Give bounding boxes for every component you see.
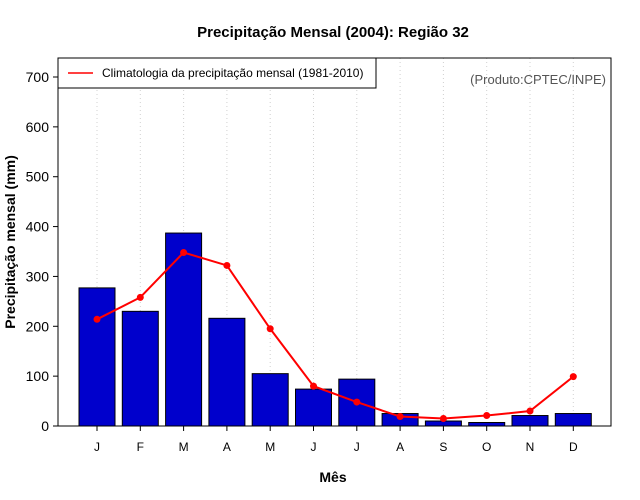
y-axis-label: Precipitação mensal (mm) [2,155,18,329]
bar-d-12 [554,413,592,427]
bar-f-2 [121,310,159,427]
legend: Climatologia da precipitação mensal (198… [57,57,377,89]
legend-box [57,57,377,89]
x-tick-label: F [137,440,144,454]
bar-j-1 [78,287,116,427]
climatology-point [310,382,317,390]
y-tick-label: 500 [26,169,50,185]
climatology-point [526,407,534,415]
climatology-point [483,412,491,420]
y-tick-label: 100 [26,368,50,384]
legend-entry-climatology: Climatologia da precipitação mensal (198… [102,66,363,80]
bar-j-6 [295,388,332,427]
climatology-series [93,248,577,423]
x-tick-label: J [311,440,317,454]
climatology-point [439,415,447,423]
y-tick-label: 700 [26,69,50,85]
climatology-point [266,325,274,333]
bar-n-11 [511,415,549,427]
x-axis-label: Mês [319,469,346,485]
climatology-point [353,398,361,406]
x-tick-label: N [526,440,535,454]
climatology-point [180,248,188,256]
chart-title: Precipitação Mensal (2004): Região 32 [197,24,469,41]
climatology-point [136,293,144,301]
bar-series [78,232,592,427]
y-tick-label: 300 [26,268,50,284]
y-axis: 0 100 200 300 400 500 600 700 [26,69,58,434]
climatology-line [96,251,574,420]
bar-o-10 [468,422,506,427]
x-tick-label: M [265,440,275,454]
bar-m-3 [165,232,203,427]
x-tick-label: A [223,440,231,454]
climatology-point [93,315,101,323]
x-tick-label: D [569,440,578,454]
x-tick-label: J [354,440,360,454]
x-tick-label: S [439,440,447,454]
y-tick-label: 200 [26,318,50,334]
climatology-point [396,413,404,421]
x-tick-label: A [396,440,404,454]
x-tick-label: O [482,440,491,454]
bar-a-4 [208,317,246,427]
y-tick-label: 0 [41,418,49,434]
y-tick-label: 600 [26,119,50,135]
bar-m-5 [251,373,289,427]
y-tick-label: 400 [26,219,50,235]
x-tick-label: M [179,440,189,454]
climatology-point [223,261,231,269]
x-tick-label: J [94,440,100,454]
credit-annotation: (Produto:CPTEC/INPE) [470,72,606,87]
climatology-point [569,373,577,381]
